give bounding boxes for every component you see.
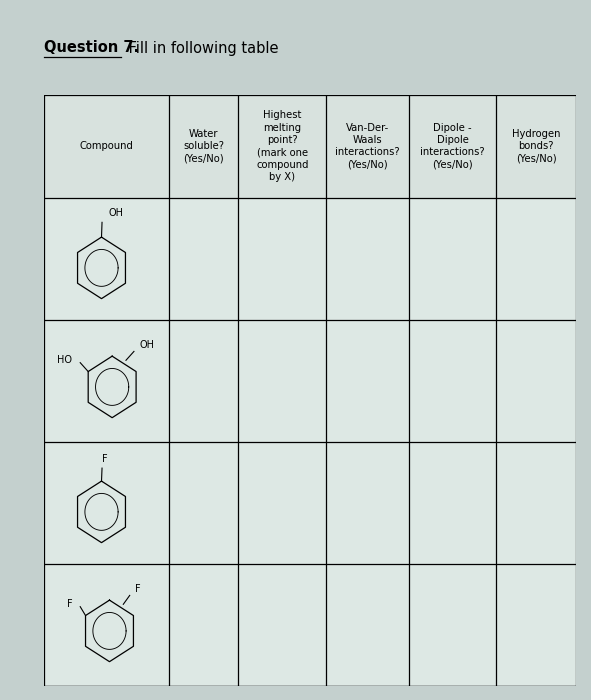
Text: Fill in following table: Fill in following table — [124, 41, 278, 55]
Bar — [44, 442, 576, 564]
Text: Compound: Compound — [80, 141, 134, 151]
Text: Highest
melting
point?
(mark one
compound
by X): Highest melting point? (mark one compoun… — [256, 111, 309, 182]
Bar — [44, 320, 576, 442]
Text: OH: OH — [139, 340, 154, 351]
Text: Hydrogen
bonds?
(Yes/No): Hydrogen bonds? (Yes/No) — [512, 129, 561, 164]
Bar — [44, 94, 576, 198]
Text: Question 7.: Question 7. — [44, 41, 139, 55]
Text: F: F — [135, 584, 141, 594]
Text: OH: OH — [108, 209, 124, 218]
Text: Van-Der-
Waals
interactions?
(Yes/No): Van-Der- Waals interactions? (Yes/No) — [335, 122, 400, 170]
Bar — [44, 198, 576, 320]
Bar — [44, 564, 576, 686]
Text: F: F — [102, 454, 108, 464]
Text: F: F — [67, 598, 72, 609]
Text: Dipole -
Dipole
interactions?
(Yes/No): Dipole - Dipole interactions? (Yes/No) — [420, 122, 485, 170]
Text: HO: HO — [57, 355, 72, 365]
Text: Water
soluble?
(Yes/No): Water soluble? (Yes/No) — [183, 129, 225, 164]
